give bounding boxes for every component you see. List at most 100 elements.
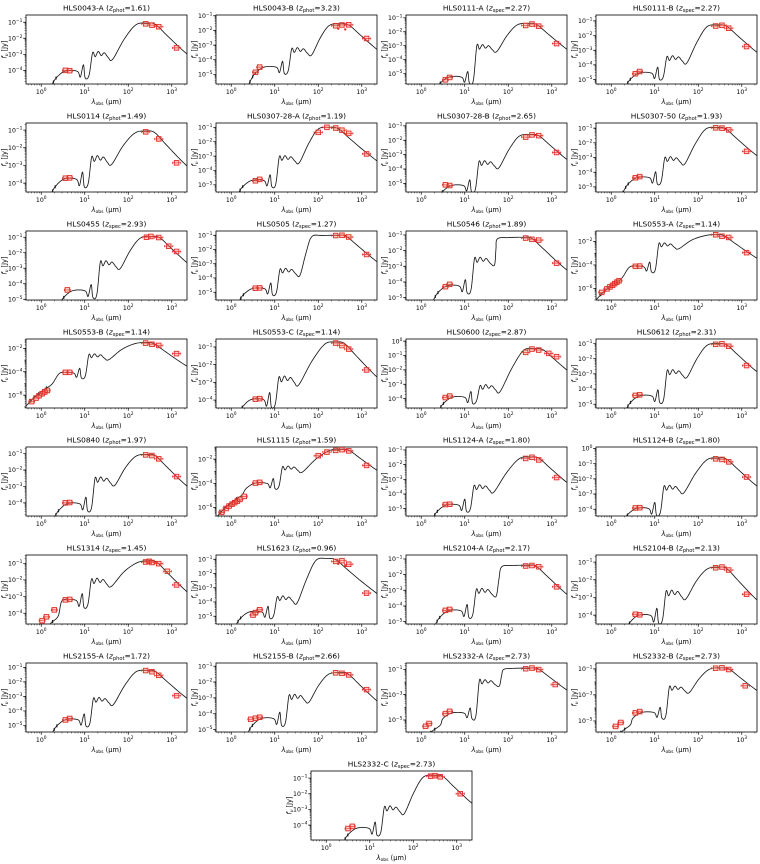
major-ticks [213, 15, 363, 87]
sed-model-curve [247, 671, 377, 732]
photometry-errorbars [442, 347, 562, 399]
photometry-upper-limit [344, 28, 347, 31]
axis-tick-label: 10−4 [578, 385, 593, 394]
axis-tick-label: 100 [606, 195, 617, 204]
photometry-point [256, 395, 263, 402]
axis-tick-label: 10−3 [8, 161, 23, 170]
x-axis-label: λobs (μm) [661, 530, 692, 539]
photometry-point [712, 23, 719, 29]
axis-tick-label: 10−6 [8, 391, 23, 400]
photometry-point [725, 343, 732, 350]
black-photometry-points [53, 724, 58, 731]
axis-tick-label: 102 [123, 627, 134, 636]
sed-panel-HLS1124-A: HLS1124-A (zspec=1.80) 100 101 102 103 10−5 10… [381, 436, 568, 539]
photometry-point [155, 560, 162, 567]
sed-panel-HLS0043-B: HLS0043-B (zphot=3.23) 100 101 102 103 10−5 10… [191, 4, 378, 107]
minor-ticks [24, 667, 186, 734]
photometry-point [437, 774, 443, 780]
photometry-point [422, 723, 429, 730]
sed-model-curve [241, 341, 377, 408]
y-axis-label: fν [Jy] [1, 41, 10, 59]
axis-tick-label: 102 [503, 303, 514, 312]
photometry-point [363, 462, 370, 469]
photometry-point [725, 666, 732, 673]
axis-tick-label: 10−3 [388, 380, 403, 389]
photometry-errorbars [62, 130, 182, 180]
axis-tick-label: 10−1 [8, 559, 23, 568]
photometry-errorbars [62, 669, 182, 722]
photometry-point [529, 132, 535, 138]
photometry-point [142, 667, 149, 674]
axis-tick-label: 10−5 [578, 717, 593, 726]
photometry-point [345, 561, 352, 568]
x-axis-label: λobs (μm) [471, 314, 502, 323]
photometry-errorbars [218, 448, 372, 514]
x-axis-label: λobs (μm) [471, 206, 502, 215]
axis-tick-label: 10−5 [198, 725, 213, 734]
x-axis-label: λobs (μm) [471, 530, 502, 539]
minor-ticks [214, 666, 376, 734]
photometry-point [315, 452, 322, 459]
axis-tick-label: 10−4 [578, 505, 593, 514]
axis-tick-label: 100 [416, 87, 427, 96]
panel-title: HLS0307-50 (zphot=1.93) [631, 112, 723, 123]
black-photometry-points [239, 185, 244, 192]
photometry-point [363, 686, 370, 693]
photometry-point [173, 248, 180, 255]
axis-tick-label: 10−1 [198, 555, 213, 564]
axis-tick-label: 10−4 [388, 394, 403, 403]
sed-panel-HLS0307-28-B: HLS0307-28-B (zphot=2.65) 100 101 102 103 10−… [381, 112, 568, 215]
photometry-upper-limit [337, 27, 340, 30]
photometry-point [522, 22, 529, 29]
major-ticks [593, 127, 743, 195]
photometry-point [535, 237, 542, 243]
axis-tick-label: 10−3 [8, 264, 23, 273]
axis-tick-label: 10−5 [198, 288, 213, 297]
sed-panel-HLS2332-A: HLS2332-A (zspec=2.73) 100 101 102 103 10−5 10… [381, 652, 568, 755]
minor-ticks [404, 235, 566, 302]
sed-panel-HLS0546: HLS0546 (zphot=1.89) 100 101 102 103 10−5 10−4… [381, 220, 568, 323]
sed-panel-HLS0505: HLS0505 (zspec=1.27) 100 101 102 103 10−5 10−4… [191, 220, 378, 323]
black-photometry-points [627, 77, 631, 84]
photometry-errorbars [598, 233, 752, 294]
axis-tick-label: 102 [693, 735, 704, 744]
axis-tick-label: 10−3 [388, 475, 403, 484]
axis-tick-label: 10−6 [198, 503, 213, 512]
axis-tick-label: 100 [226, 627, 237, 636]
axis-tick-label: 10−2 [578, 31, 593, 40]
axis-tick-label: 10−1 [8, 449, 23, 458]
y-axis-label: fν [Jy] [1, 689, 10, 707]
axis-tick-label: 10−3 [578, 593, 593, 602]
photometry-point [173, 45, 180, 51]
photometry-point [332, 558, 339, 565]
sed-panel-HLS0043-A: HLS0043-A (zphot=1.61) 100 101 102 103 10−4 10… [1, 4, 188, 107]
axis-tick-label: 10−1 [198, 343, 213, 352]
y-axis-label: fν [Jy] [571, 257, 580, 275]
photometry-point [332, 232, 339, 239]
photometry-point [618, 719, 624, 726]
panel-title: HLS0546 (zphot=1.89) [447, 220, 527, 231]
y-axis-label: fν [Jy] [381, 365, 390, 383]
sed-panel-HLS0111-B: HLS0111-B (zspec=2.27) 100 101 102 103 10−5 10… [571, 4, 758, 107]
axis-tick-label: 100 [416, 627, 427, 636]
photometry-errorbars [252, 234, 372, 290]
axis-tick-label: 100 [36, 411, 47, 420]
axis-tick-label: 10−3 [8, 592, 23, 601]
panel-title: HLS0553-A (zspec=1.14) [633, 220, 720, 231]
photometry-point [64, 287, 71, 293]
axis-tick-label: 10−3 [578, 153, 593, 162]
photometry-point [149, 341, 155, 348]
photometry-point [725, 459, 732, 465]
axis-tick-label: 101 [79, 627, 90, 636]
photometry-point [155, 456, 162, 462]
axis-tick-label: 102 [693, 87, 704, 96]
major-ticks [403, 558, 553, 627]
axis-tick-label: 102 [313, 303, 324, 312]
sed-model-curve [344, 774, 472, 840]
axis-tick-label: 10−2 [198, 678, 213, 687]
axis-tick-label: 10−2 [8, 34, 23, 43]
axis-tick-label: 100 [321, 843, 332, 852]
minor-ticks [24, 124, 186, 194]
x-axis-label: λobs (μm) [91, 206, 122, 215]
